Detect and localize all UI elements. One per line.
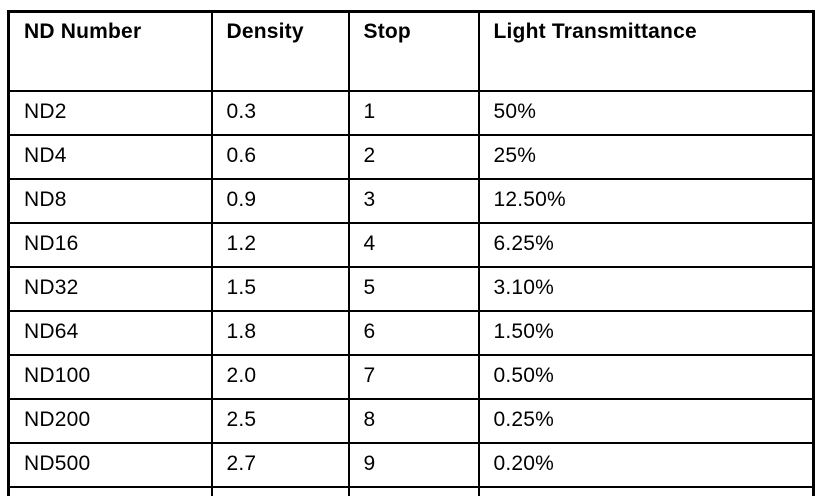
cell-density: 2.5 <box>210 398 350 444</box>
cell-nd-number: ND500 <box>7 442 213 488</box>
cell-stop: 1 <box>347 90 480 136</box>
cell-stop: 2 <box>347 134 480 180</box>
cell-light-transmittance: 0.50% <box>477 354 815 400</box>
cell-density: 0.6 <box>210 134 350 180</box>
cell-density: 3.0 <box>210 486 350 496</box>
header-cell-stop: Stop <box>347 10 480 92</box>
table-row: ND100 2.0 7 0.50% <box>7 354 815 400</box>
cell-light-transmittance: 6.25% <box>477 222 815 268</box>
table-row: ND500 2.7 9 0.20% <box>7 442 815 488</box>
cell-light-transmittance: 0.10% <box>477 486 815 496</box>
cell-light-transmittance: 50% <box>477 90 815 136</box>
cell-density: 0.3 <box>210 90 350 136</box>
cell-stop: 8 <box>347 398 480 444</box>
cell-nd-number: ND200 <box>7 398 213 444</box>
cell-density: 2.7 <box>210 442 350 488</box>
header-cell-light-transmittance: Light Transmittance <box>477 10 815 92</box>
cell-nd-number: ND2 <box>7 90 213 136</box>
cell-stop: 7 <box>347 354 480 400</box>
cell-nd-number: ND8 <box>7 178 213 224</box>
table-row: ND32 1.5 5 3.10% <box>7 266 815 312</box>
cell-density: 1.2 <box>210 222 350 268</box>
table-header-row: ND Number Density Stop Light Transmittan… <box>7 10 815 92</box>
cell-density: 1.5 <box>210 266 350 312</box>
cell-light-transmittance: 1.50% <box>477 310 815 356</box>
cell-stop: 9 <box>347 442 480 488</box>
table-row: ND64 1.8 6 1.50% <box>7 310 815 356</box>
cell-nd-number: ND1000 <box>7 486 213 496</box>
table-row: ND4 0.6 2 25% <box>7 134 815 180</box>
cell-light-transmittance: 0.20% <box>477 442 815 488</box>
nd-filter-table: ND Number Density Stop Light Transmittan… <box>7 10 815 496</box>
cell-stop: 6 <box>347 310 480 356</box>
cell-nd-number: ND32 <box>7 266 213 312</box>
cell-stop: 5 <box>347 266 480 312</box>
cell-nd-number: ND16 <box>7 222 213 268</box>
cell-density: 2.0 <box>210 354 350 400</box>
table-row: ND8 0.9 3 12.50% <box>7 178 815 224</box>
cell-stop: 4 <box>347 222 480 268</box>
table-row: ND1000 3.0 10 0.10% <box>7 486 815 496</box>
cell-density: 0.9 <box>210 178 350 224</box>
cell-light-transmittance: 3.10% <box>477 266 815 312</box>
table-row: ND16 1.2 4 6.25% <box>7 222 815 268</box>
cell-stop: 10 <box>347 486 480 496</box>
header-cell-density: Density <box>210 10 350 92</box>
cell-nd-number: ND64 <box>7 310 213 356</box>
cell-light-transmittance: 12.50% <box>477 178 815 224</box>
cell-light-transmittance: 25% <box>477 134 815 180</box>
header-cell-nd-number: ND Number <box>7 10 213 92</box>
cell-density: 1.8 <box>210 310 350 356</box>
table-row: ND2 0.3 1 50% <box>7 90 815 136</box>
cell-nd-number: ND100 <box>7 354 213 400</box>
table-row: ND200 2.5 8 0.25% <box>7 398 815 444</box>
cell-light-transmittance: 0.25% <box>477 398 815 444</box>
cell-nd-number: ND4 <box>7 134 213 180</box>
cell-stop: 3 <box>347 178 480 224</box>
